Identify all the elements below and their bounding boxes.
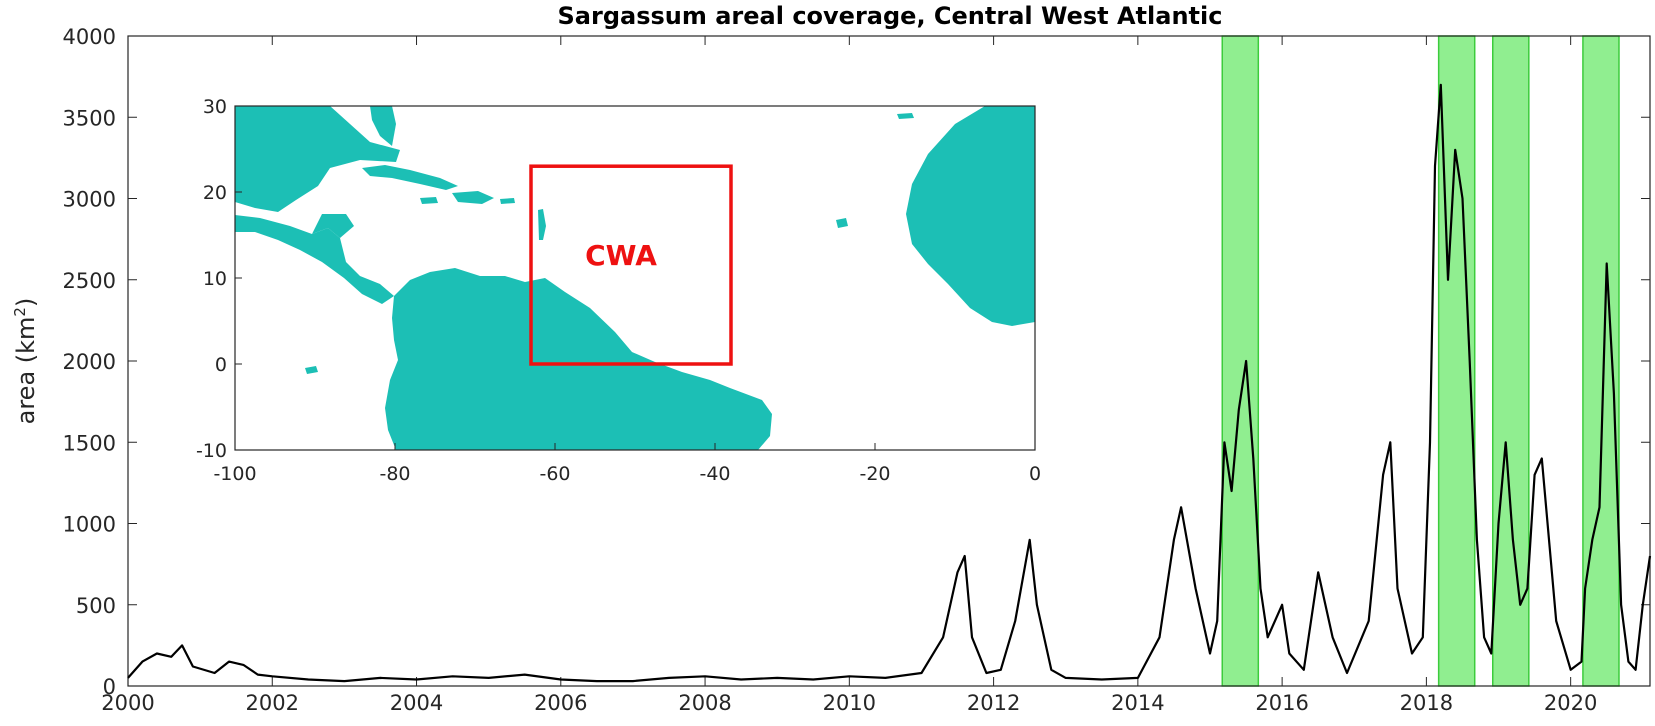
land-canary <box>897 113 914 119</box>
inset-y-tick-label: 10 <box>203 268 227 290</box>
inset-x-axis-ticks: -100 -80 -60 -40 -20 0 <box>213 443 1041 485</box>
land-jamaica <box>420 197 438 204</box>
highlight-band-2 <box>1492 35 1530 687</box>
x-tick-label: 2004 <box>390 691 443 715</box>
x-tick-label: 2012 <box>967 691 1020 715</box>
land-yucatan <box>312 214 354 238</box>
inset-x-tick-label: -80 <box>379 463 410 485</box>
inset-x-tick-label: -40 <box>699 463 730 485</box>
inset-x-tick-label: 0 <box>1029 463 1041 485</box>
y-tick-label: 3000 <box>63 188 116 212</box>
inset-y-axis-ticks: -10 0 10 20 30 <box>196 96 242 462</box>
x-tick-label: 2010 <box>823 691 876 715</box>
y-axis-label-close: ) <box>12 298 40 307</box>
highlight-periods <box>1221 35 1620 687</box>
y-axis-label-superscript: 2 <box>11 307 29 317</box>
land-north-america <box>235 106 400 212</box>
series-group <box>127 83 1652 683</box>
y-tick-label: 2000 <box>63 350 116 374</box>
x-axis-ticks: 2000 2002 2004 2006 2008 2010 2012 2014 2016 2018… <box>101 36 1597 715</box>
inset-y-tick-label: 0 <box>215 354 227 376</box>
cwa-region-box <box>529 164 733 366</box>
x-tick-label: 2020 <box>1544 691 1597 715</box>
land-lesser-antilles <box>538 209 546 240</box>
x-tick-label: 2018 <box>1400 691 1453 715</box>
land-cape-verde <box>836 218 848 228</box>
inset-y-tick-label: -10 <box>196 440 227 462</box>
y-axis-label: area (km2) <box>11 298 40 425</box>
x-tick-label: 2016 <box>1255 691 1308 715</box>
land-south-america <box>385 268 772 450</box>
land-hispaniola <box>452 191 494 204</box>
inset-x-tick-label: -100 <box>213 463 256 485</box>
land-africa <box>906 106 1035 326</box>
y-tick-label: 1500 <box>63 431 116 455</box>
chart-title: Sargassum areal coverage, Central West A… <box>558 2 1223 30</box>
inset-x-tick-label: -20 <box>859 463 890 485</box>
y-axis-label-text: area (km <box>12 317 40 425</box>
y-tick-label: 1000 <box>63 513 116 537</box>
land-masses <box>235 106 1035 450</box>
y-tick-label: 2500 <box>63 269 116 293</box>
x-tick-label: 2014 <box>1111 691 1164 715</box>
land-puerto-rico <box>500 198 515 204</box>
x-tick-label: 2002 <box>246 691 299 715</box>
land-cuba <box>362 165 458 190</box>
y-tick-label: 3500 <box>63 106 116 130</box>
cwa-region-label: CWA <box>585 239 657 272</box>
y-tick-label: 0 <box>103 675 116 699</box>
highlight-band-3 <box>1582 35 1620 687</box>
land-galapagos <box>305 366 318 374</box>
inset-y-tick-label: 20 <box>203 182 227 204</box>
inset-x-tick-label: -60 <box>539 463 570 485</box>
y-tick-label: 500 <box>76 594 116 618</box>
series-line-0 <box>127 83 1652 683</box>
land-central-america <box>235 215 394 304</box>
x-tick-label: 2006 <box>534 691 587 715</box>
land-florida <box>370 106 396 146</box>
highlight-band-0 <box>1221 35 1260 687</box>
inset-y-tick-label: 30 <box>203 96 227 118</box>
x-tick-label: 2000 <box>101 691 154 715</box>
x-tick-label: 2008 <box>678 691 731 715</box>
y-tick-label: 4000 <box>63 25 116 49</box>
